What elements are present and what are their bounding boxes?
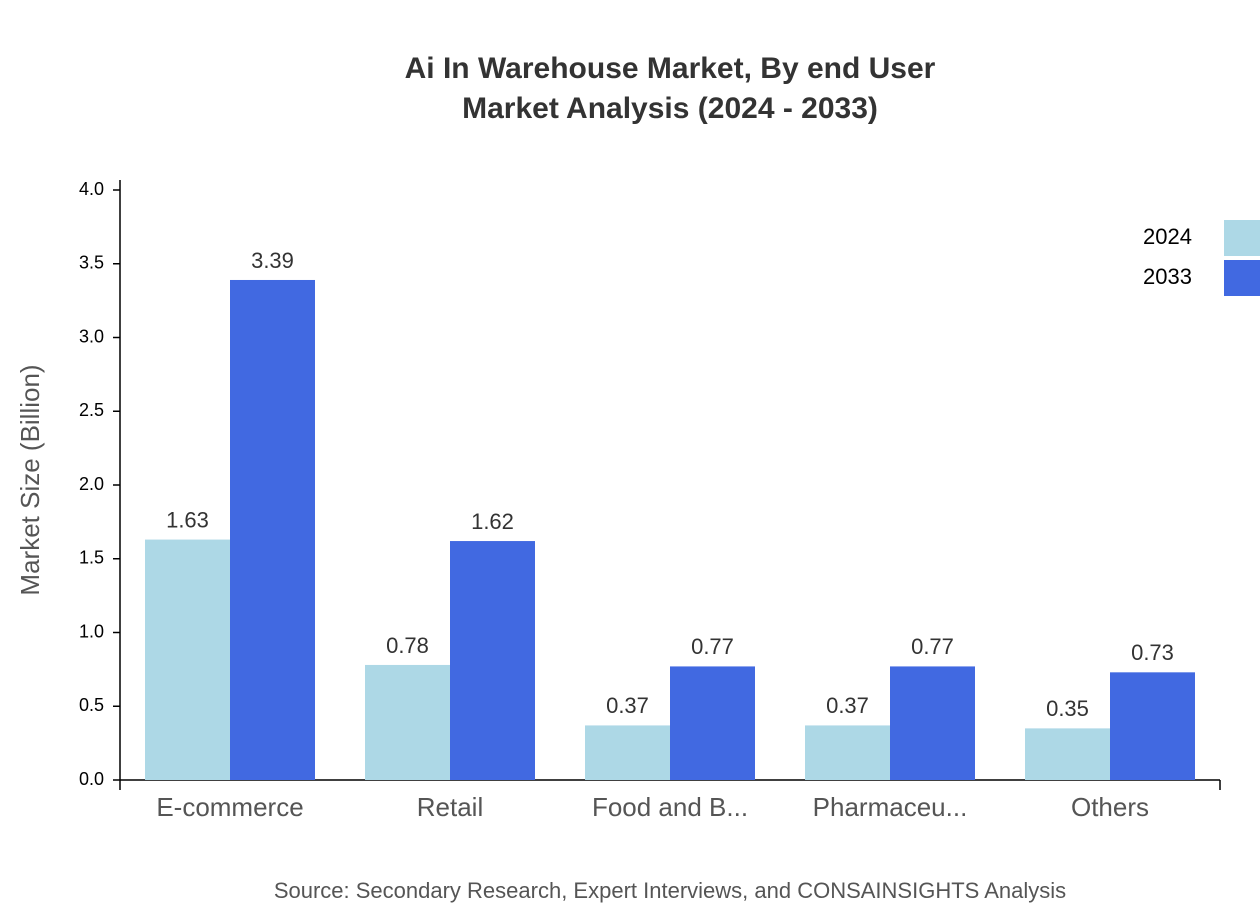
bar [230, 279, 315, 780]
x-tick-label: E-commerce [156, 792, 303, 822]
data-label: 0.73 [1131, 640, 1174, 665]
bar [1110, 672, 1195, 780]
y-axis-label: Market Size (Billion) [15, 364, 45, 595]
legend-swatch [1224, 260, 1260, 296]
chart-title: Market Analysis (2024 - 2033) [462, 92, 878, 125]
chart-title: Ai In Warehouse Market, By end User [405, 52, 936, 85]
x-tick-label: Retail [417, 792, 483, 822]
source-note: Source: Secondary Research, Expert Inter… [274, 878, 1066, 903]
y-tick-label: 3.5 [79, 253, 104, 273]
legend-label: 2033 [1143, 264, 1192, 289]
y-tick-label: 2.0 [79, 474, 104, 494]
x-tick-label: Pharmaceu... [813, 792, 968, 822]
x-tick-label: Others [1071, 792, 1149, 822]
data-label: 0.37 [606, 693, 649, 718]
y-tick-label: 1.0 [79, 621, 104, 641]
bar [450, 541, 535, 780]
data-label: 0.78 [386, 633, 429, 658]
bar [890, 666, 975, 780]
legend-label: 2024 [1143, 224, 1192, 249]
y-tick-label: 4.0 [79, 179, 104, 199]
bar [670, 666, 755, 780]
legend-swatch [1224, 220, 1260, 256]
data-label: 1.63 [166, 507, 209, 532]
bar [145, 539, 230, 780]
y-tick-label: 1.5 [79, 548, 104, 568]
y-tick-label: 2.5 [79, 400, 104, 420]
bar [585, 725, 670, 780]
y-tick-label: 0.0 [79, 769, 104, 789]
bar [365, 664, 450, 780]
y-tick-label: 3.0 [79, 326, 104, 346]
data-label: 3.39 [251, 248, 294, 273]
bar [805, 725, 890, 780]
data-label: 1.62 [471, 509, 514, 534]
data-label: 0.37 [826, 693, 869, 718]
data-label: 0.77 [691, 634, 734, 659]
data-label: 0.77 [911, 634, 954, 659]
data-label: 0.35 [1046, 696, 1089, 721]
x-tick-label: Food and B... [592, 792, 748, 822]
y-tick-label: 0.5 [79, 695, 104, 715]
bar [1025, 728, 1110, 780]
